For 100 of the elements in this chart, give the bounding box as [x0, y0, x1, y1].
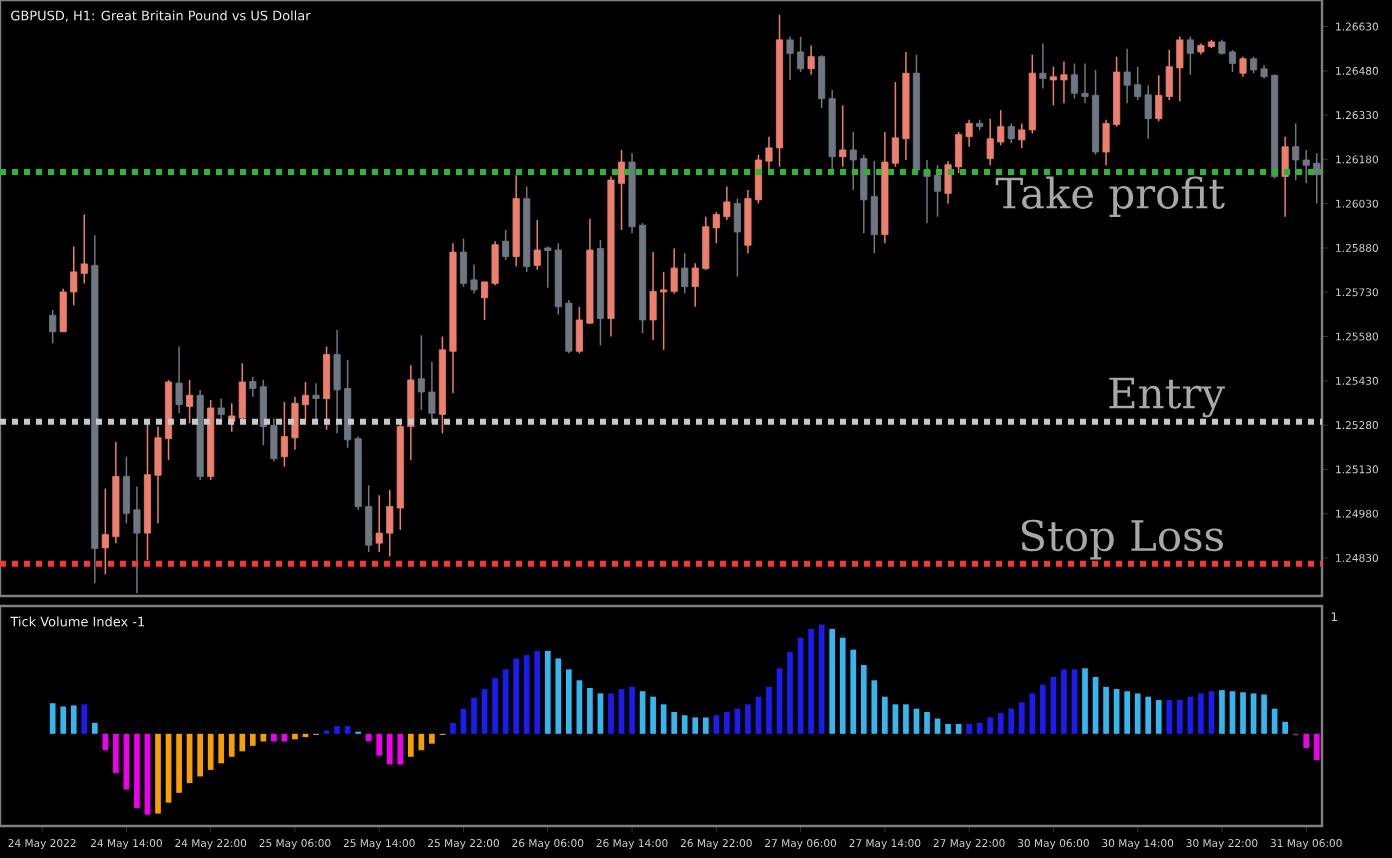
candlestick	[186, 379, 194, 425]
bar	[1282, 721, 1288, 734]
bar	[903, 704, 909, 734]
bar	[397, 733, 404, 765]
bar	[228, 733, 235, 757]
bar	[344, 726, 351, 734]
bar	[850, 649, 857, 734]
bar	[1082, 668, 1088, 734]
bar	[49, 703, 56, 734]
bar	[1261, 694, 1267, 734]
bar	[565, 669, 572, 734]
bar	[197, 733, 203, 777]
bar	[113, 733, 119, 774]
bar	[407, 733, 414, 757]
bar	[134, 733, 140, 809]
candlestick	[533, 219, 541, 271]
bar	[702, 717, 709, 734]
bar	[987, 717, 994, 734]
bar	[1219, 690, 1225, 734]
bar	[523, 655, 530, 734]
bar	[713, 715, 720, 734]
candlestick	[312, 382, 320, 425]
bar	[808, 628, 814, 734]
candlestick	[681, 252, 689, 295]
bar	[1155, 699, 1162, 734]
bar	[1029, 693, 1036, 734]
bar	[945, 724, 951, 734]
bar	[587, 687, 593, 734]
candlestick	[1007, 122, 1015, 144]
ref-line-label: Take profit	[995, 176, 1225, 217]
bar	[292, 733, 298, 740]
bar	[766, 686, 772, 734]
bar	[176, 733, 182, 793]
bar	[1166, 699, 1173, 734]
bar	[239, 733, 246, 752]
bar	[1018, 702, 1025, 734]
bar	[650, 696, 656, 734]
candlestick	[502, 229, 510, 261]
candlestick	[322, 345, 331, 431]
bar	[70, 705, 77, 734]
candlestick	[807, 44, 815, 76]
bar	[534, 650, 541, 734]
bar	[924, 711, 930, 734]
bar	[218, 733, 225, 764]
bar	[271, 733, 277, 742]
bar	[997, 713, 1004, 734]
bar	[1313, 733, 1320, 761]
bar	[1303, 733, 1310, 749]
candlestick	[49, 309, 57, 345]
bar	[829, 628, 836, 734]
bar	[429, 733, 435, 744]
bar	[471, 697, 477, 734]
bar	[692, 717, 699, 734]
candlestick	[1281, 135, 1289, 218]
bar	[839, 637, 846, 734]
bar	[882, 696, 888, 734]
bar	[1134, 693, 1141, 734]
bar	[1176, 699, 1183, 734]
bar	[671, 711, 678, 734]
candlestick	[1239, 55, 1247, 78]
bar	[871, 680, 878, 734]
bar	[860, 665, 867, 734]
bar	[966, 724, 972, 734]
bar	[976, 722, 983, 734]
bar	[1103, 686, 1109, 734]
bar	[608, 693, 614, 734]
bar	[376, 733, 383, 756]
bar	[1145, 696, 1152, 734]
bar	[1008, 708, 1015, 734]
candlestick	[733, 197, 741, 278]
bar	[155, 733, 161, 814]
bar	[334, 726, 340, 734]
bar	[365, 733, 372, 742]
bar	[386, 733, 393, 765]
bar	[1061, 669, 1067, 734]
bar	[450, 722, 456, 734]
ref-line-label: Stop Loss	[1021, 519, 1223, 560]
bar	[249, 733, 256, 746]
bar	[102, 733, 109, 751]
bar	[91, 722, 98, 734]
bar	[544, 650, 551, 734]
candlestick	[217, 397, 225, 420]
bar	[555, 658, 562, 734]
bar	[81, 704, 88, 734]
bar	[492, 678, 498, 734]
ref-line-label: Entry	[1109, 377, 1225, 418]
bar	[1124, 691, 1130, 734]
candlestick	[839, 104, 847, 168]
bar	[1198, 693, 1204, 734]
bar	[1240, 692, 1246, 734]
candlestick	[1039, 42, 1047, 90]
bar	[60, 706, 67, 734]
bar	[207, 733, 214, 770]
bar	[681, 715, 688, 734]
bar	[629, 686, 635, 734]
bar	[724, 711, 730, 734]
candlestick	[175, 345, 183, 415]
bar	[745, 704, 751, 734]
bar	[1040, 684, 1046, 734]
bar	[513, 658, 520, 734]
